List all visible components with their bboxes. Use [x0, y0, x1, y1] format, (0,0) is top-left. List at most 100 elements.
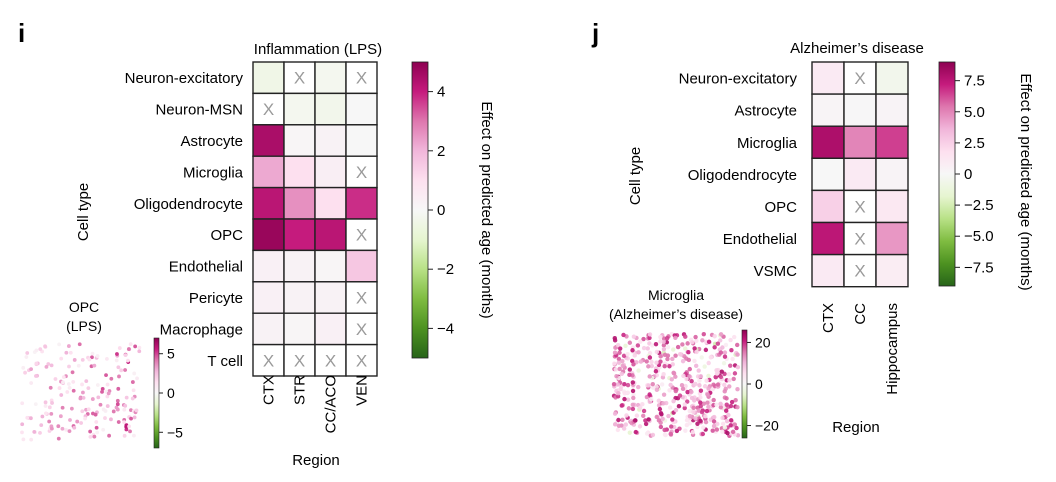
inset-dot [637, 424, 643, 429]
inset-dot [717, 338, 723, 343]
colorbar-tick-label: −2 [437, 261, 454, 278]
inset-dot [80, 357, 85, 362]
xlabel-j: Region [832, 419, 880, 436]
inset-dot [60, 405, 65, 410]
inset-dot [673, 374, 678, 379]
inset-dot [630, 358, 635, 364]
inset-dot [621, 426, 627, 431]
inset-dot [646, 383, 651, 388]
colorbar-tick-label: 5.0 [964, 104, 985, 121]
inset-dot [686, 357, 692, 363]
inset-dot [137, 345, 142, 350]
inset-dot [129, 408, 133, 412]
inset-dot [718, 405, 724, 410]
inset-dot [137, 349, 142, 354]
inset-dot [647, 374, 652, 379]
inset-dot [668, 431, 673, 437]
inset-dot [613, 367, 619, 372]
inset-dot [623, 343, 628, 349]
inset-dot [43, 404, 48, 408]
inset-dot [637, 405, 643, 410]
inset-dot [673, 353, 678, 358]
inset-dot [624, 413, 629, 418]
colorbar-label-j: Effect on predicted age (months) [1017, 73, 1034, 290]
inset-dot [647, 332, 653, 337]
inset-dot [23, 370, 27, 375]
inset-dot [689, 340, 695, 345]
heatmap-cell-i-endothelial-ven [345, 249, 378, 283]
heatmap-cell-i-astrocyte-ven [345, 124, 378, 157]
inset-dot [727, 384, 732, 389]
missing-marker: X [294, 69, 305, 88]
inset-dot [133, 344, 138, 349]
inset-dot [614, 373, 619, 379]
colorbar-tick-label: 0 [437, 202, 445, 219]
inset-dot [87, 357, 92, 362]
inset-dot [60, 426, 65, 431]
inset-dot [714, 368, 719, 373]
heatmap-cell-j-neuron-excitatory-hippocampus [875, 61, 909, 95]
heatmap-cell-i-neuron-msn-ven [345, 92, 378, 126]
heatmap-cell-i-oligodendrocyte-str [283, 186, 316, 220]
inset-dot [114, 358, 119, 363]
inset-dot [616, 417, 621, 423]
inset-dot [632, 418, 638, 423]
inset-dot [676, 404, 682, 409]
inset-dot [722, 389, 727, 394]
inset-dot [720, 421, 726, 426]
inset-dot [677, 352, 683, 357]
inset-dot [675, 344, 681, 350]
inset-dot [728, 363, 733, 368]
inset-dot [135, 376, 139, 381]
inset-dot [658, 411, 664, 416]
panel-label-j: j [591, 18, 599, 48]
colorbar-tick-label: −4 [437, 320, 454, 337]
inset-dot [666, 413, 671, 419]
inset-dot [649, 396, 654, 402]
inset-dot [67, 429, 72, 434]
inset-dot [57, 386, 62, 390]
inset-title-j-line2: (Alzheimer’s disease) [609, 306, 743, 322]
colorbar-gradient-i [411, 61, 429, 359]
inset-dot [646, 364, 651, 369]
inset-title-i-line1: OPC [69, 299, 99, 315]
inset-dot [649, 363, 654, 369]
inset-dot [131, 388, 136, 393]
inset-dot [38, 430, 42, 435]
heatmap-title-j: Alzheimer’s disease [790, 40, 924, 57]
inset-dot [661, 392, 667, 397]
inset-dot [88, 434, 93, 439]
inset-dot [697, 378, 702, 383]
inset-dot [718, 332, 724, 337]
inset-dot [612, 422, 618, 427]
inset-dot [680, 342, 685, 347]
column-labels-i: CTX STR CC/ACO VEN [261, 375, 371, 434]
heatmap-cell-j-opc-hippocampus [875, 189, 909, 224]
inset-dot [21, 437, 26, 442]
inset-dot [126, 347, 131, 351]
inset-dot [117, 346, 122, 350]
inset-dot [93, 412, 98, 417]
inset-dot [711, 397, 716, 403]
inset-dot [33, 402, 38, 407]
inset-dot [34, 361, 39, 366]
inset-dot [61, 375, 66, 379]
inset-dot [663, 432, 668, 438]
inset-dot [53, 377, 58, 381]
row-label-endothelial: Endothelial [723, 231, 797, 248]
inset-dot [77, 342, 82, 347]
inset-dot [735, 387, 740, 392]
inset-dot [682, 405, 687, 411]
inset-dot [687, 366, 692, 372]
inset-dot [693, 363, 699, 369]
inset-dot [732, 371, 738, 376]
heatmap-cell-i-neuron-excitatory-cc-aco [314, 61, 347, 95]
inset-dot [90, 355, 94, 360]
inset-dot [650, 385, 656, 390]
inset-dot [710, 428, 715, 433]
inset-dot [50, 401, 54, 405]
column-label-ctx: CTX [820, 303, 837, 333]
inset-dot [92, 363, 97, 368]
inset-dot [698, 395, 703, 400]
inset-dot [712, 334, 717, 339]
